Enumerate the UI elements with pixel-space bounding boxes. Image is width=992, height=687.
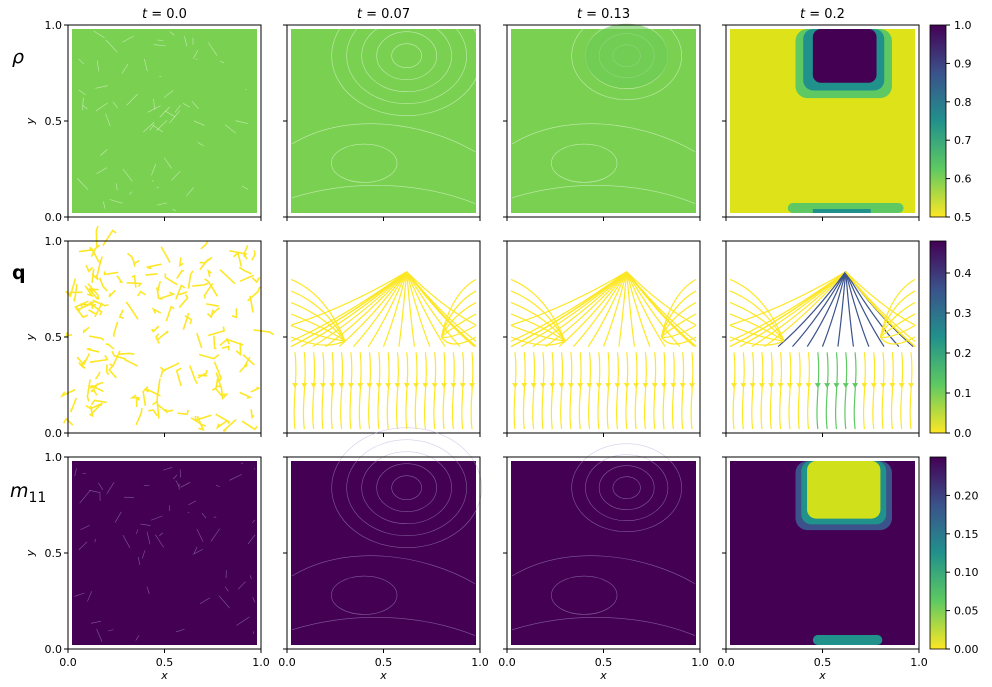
colorbar-tick-label: 0.8: [954, 96, 972, 109]
x-tick-label: 0.0: [59, 656, 77, 669]
x-tick-label: 1.0: [910, 656, 928, 669]
x-axis-label: x: [818, 669, 826, 682]
x-tick-label: 0.5: [375, 656, 393, 669]
row-label: m11: [10, 480, 46, 506]
row-label: q: [12, 262, 26, 284]
y-axis-label: y: [24, 117, 37, 125]
panel-r0-c3: t = 0.2: [722, 7, 920, 221]
y-tick-label: 0.0: [45, 427, 63, 440]
colorbar-tick-label: 0.5: [954, 211, 972, 224]
panel-r0-c2: t = 0.13: [503, 7, 701, 221]
y-tick-label: 0.0: [45, 643, 63, 656]
panel-r0-c1: t = 0.07: [283, 0, 482, 221]
x-tick-label: 0.0: [498, 656, 516, 669]
x-tick-label: 1.0: [471, 656, 489, 669]
x-tick-label: 1.0: [691, 656, 709, 669]
x-tick-label: 1.0: [252, 656, 270, 669]
y-tick-label: 0.5: [45, 331, 63, 344]
x-axis-label: x: [160, 669, 168, 682]
row-label: ρ: [12, 46, 24, 68]
y-tick-label: 1.0: [45, 235, 63, 248]
x-tick-label: 0.5: [814, 656, 832, 669]
colorbar-tick-label: 0.7: [954, 134, 972, 147]
panel-r1-c1: [283, 240, 481, 437]
x-tick-label: 0.5: [595, 656, 613, 669]
column-title: t = 0.07: [357, 7, 410, 22]
panel-r2-c2: 0.0 0.5 1.0 x: [498, 443, 709, 682]
x-tick-label: 0.0: [278, 656, 296, 669]
colorbar-tick-label: 0.6: [954, 173, 972, 186]
y-axis-label: y: [24, 333, 37, 341]
y-tick-label: 0.0: [45, 211, 63, 224]
colorbar: [929, 240, 947, 434]
colorbar-tick-label: 0.20: [954, 489, 979, 502]
colorbar-tick-label: 0.00: [954, 643, 979, 656]
colorbar-tick-label: 0.2: [954, 347, 972, 360]
x-tick-label: 0.5: [156, 656, 174, 669]
column-title: t = 0.2: [800, 7, 845, 22]
y-tick-label: 0.5: [45, 547, 63, 560]
panel-r2-c1: 0.0 0.5 1.0 x: [278, 427, 489, 682]
colorbar-tick-label: 0.9: [954, 57, 972, 70]
y-axis-label: y: [24, 549, 37, 557]
colorbar-tick-label: 0.3: [954, 307, 972, 320]
column-title: t = 0.0: [142, 7, 187, 22]
column-title: t = 0.13: [577, 7, 630, 22]
x-axis-label: x: [599, 669, 607, 682]
panel-r1-c3: [722, 240, 920, 437]
panel-r1-c0: 1.0 0.5 0.0 y: [24, 225, 275, 440]
colorbar-tick-label: 1.0: [954, 19, 972, 32]
panel-r1-c2: [503, 240, 701, 437]
y-tick-label: 1.0: [45, 451, 63, 464]
panel-r2-c0: 1.0 0.5 0.00.0 0.5 1.0 x y: [24, 451, 270, 682]
colorbar-tick-label: 0.0: [954, 427, 972, 440]
y-tick-label: 0.5: [45, 115, 63, 128]
x-axis-label: x: [379, 669, 387, 682]
y-tick-label: 1.0: [45, 19, 63, 32]
colorbar-tick-label: 0.4: [954, 267, 972, 280]
panel-r2-c3: 0.0 0.5 1.0 x: [717, 456, 928, 682]
colorbar-tick-label: 0.1: [954, 387, 972, 400]
colorbar-tick-label: 0.10: [954, 566, 979, 579]
colorbar: [929, 24, 947, 218]
colorbar: [929, 456, 947, 650]
colorbar-tick-label: 0.05: [954, 605, 979, 618]
x-tick-label: 0.0: [717, 656, 735, 669]
panel-r0-c0: 1.0 0.5 0.0 y t = 0.0: [24, 7, 262, 224]
colorbar-tick-label: 0.15: [954, 528, 979, 541]
